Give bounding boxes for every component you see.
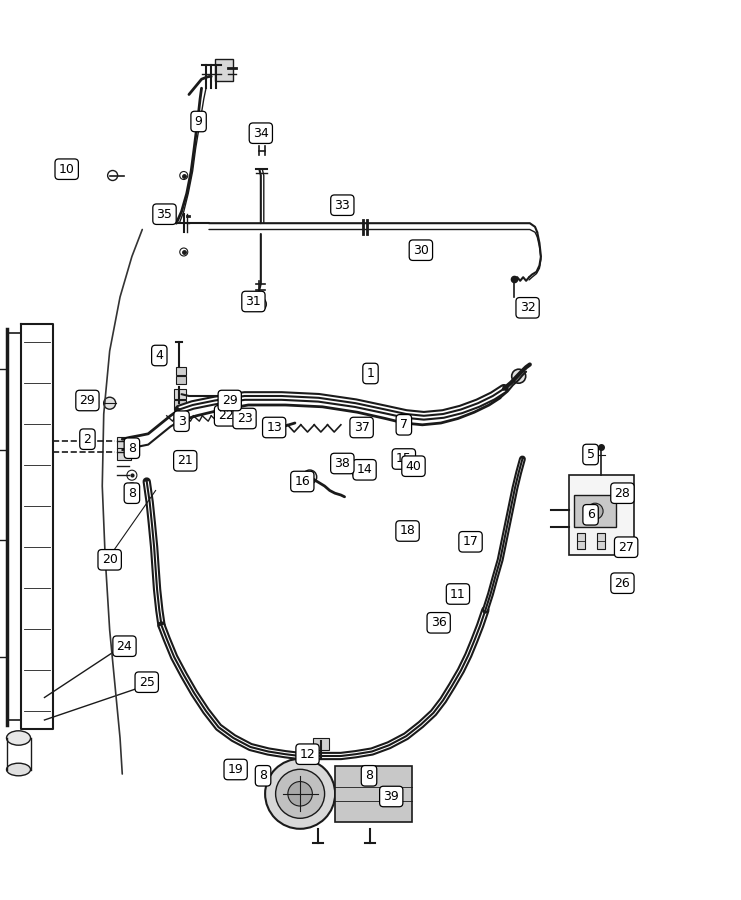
Text: 29: 29 <box>79 394 96 407</box>
FancyBboxPatch shape <box>215 58 233 80</box>
Text: 32: 32 <box>519 302 536 314</box>
Text: 20: 20 <box>102 554 118 566</box>
Text: 25: 25 <box>139 676 155 688</box>
Text: 30: 30 <box>413 244 429 256</box>
FancyBboxPatch shape <box>577 533 585 549</box>
Text: 3: 3 <box>178 415 185 428</box>
Text: 8: 8 <box>128 442 136 454</box>
Text: 8: 8 <box>128 487 136 500</box>
Text: 11: 11 <box>450 588 466 600</box>
Text: 13: 13 <box>266 421 282 434</box>
FancyBboxPatch shape <box>176 376 185 384</box>
FancyBboxPatch shape <box>335 766 412 822</box>
Circle shape <box>180 172 187 179</box>
Text: 27: 27 <box>618 541 634 554</box>
FancyBboxPatch shape <box>176 367 185 375</box>
FancyBboxPatch shape <box>176 455 186 464</box>
FancyBboxPatch shape <box>313 738 329 750</box>
Text: 9: 9 <box>195 115 202 128</box>
Circle shape <box>276 770 325 818</box>
Circle shape <box>265 759 335 829</box>
Text: 7: 7 <box>400 418 408 431</box>
Text: 21: 21 <box>177 454 193 467</box>
Text: 22: 22 <box>218 410 234 422</box>
Text: 40: 40 <box>405 460 422 473</box>
Text: 4: 4 <box>156 349 163 362</box>
Text: 29: 29 <box>222 394 238 407</box>
Text: 26: 26 <box>614 577 631 590</box>
Circle shape <box>356 423 367 434</box>
Circle shape <box>127 482 137 493</box>
Text: 24: 24 <box>116 640 133 652</box>
Text: 18: 18 <box>399 525 416 537</box>
Text: 5: 5 <box>587 448 594 461</box>
Text: 10: 10 <box>59 163 75 176</box>
Text: 34: 34 <box>253 127 269 140</box>
FancyBboxPatch shape <box>174 389 186 399</box>
Text: 35: 35 <box>156 208 173 220</box>
Circle shape <box>127 470 137 481</box>
Circle shape <box>258 770 268 781</box>
FancyBboxPatch shape <box>174 400 186 410</box>
Circle shape <box>107 170 118 181</box>
Circle shape <box>587 503 603 519</box>
Text: 19: 19 <box>227 763 244 776</box>
Text: 39: 39 <box>383 790 399 803</box>
Text: 12: 12 <box>299 748 316 760</box>
Text: 23: 23 <box>236 412 253 425</box>
FancyBboxPatch shape <box>117 436 131 448</box>
Text: 38: 38 <box>334 457 350 470</box>
Text: 37: 37 <box>353 421 370 434</box>
Circle shape <box>288 781 313 806</box>
Circle shape <box>104 397 116 410</box>
Text: 6: 6 <box>587 508 594 521</box>
Circle shape <box>303 470 316 484</box>
Text: 2: 2 <box>84 433 91 446</box>
Text: 28: 28 <box>614 487 631 500</box>
Text: 14: 14 <box>356 464 373 476</box>
Circle shape <box>269 427 276 434</box>
FancyBboxPatch shape <box>597 533 605 549</box>
Text: 16: 16 <box>294 475 310 488</box>
Text: 15: 15 <box>396 453 412 465</box>
Text: 8: 8 <box>365 770 373 782</box>
Text: 1: 1 <box>367 367 374 380</box>
Circle shape <box>222 397 234 410</box>
Circle shape <box>253 297 266 311</box>
Text: 33: 33 <box>334 199 350 212</box>
Text: 8: 8 <box>259 770 267 782</box>
Circle shape <box>512 369 525 383</box>
FancyBboxPatch shape <box>569 475 634 555</box>
Ellipse shape <box>7 731 30 745</box>
FancyBboxPatch shape <box>574 495 616 527</box>
FancyBboxPatch shape <box>117 448 131 460</box>
Circle shape <box>180 248 187 256</box>
Ellipse shape <box>7 763 30 776</box>
Text: 17: 17 <box>462 536 479 548</box>
Text: 36: 36 <box>431 616 447 629</box>
Text: 31: 31 <box>245 295 262 308</box>
